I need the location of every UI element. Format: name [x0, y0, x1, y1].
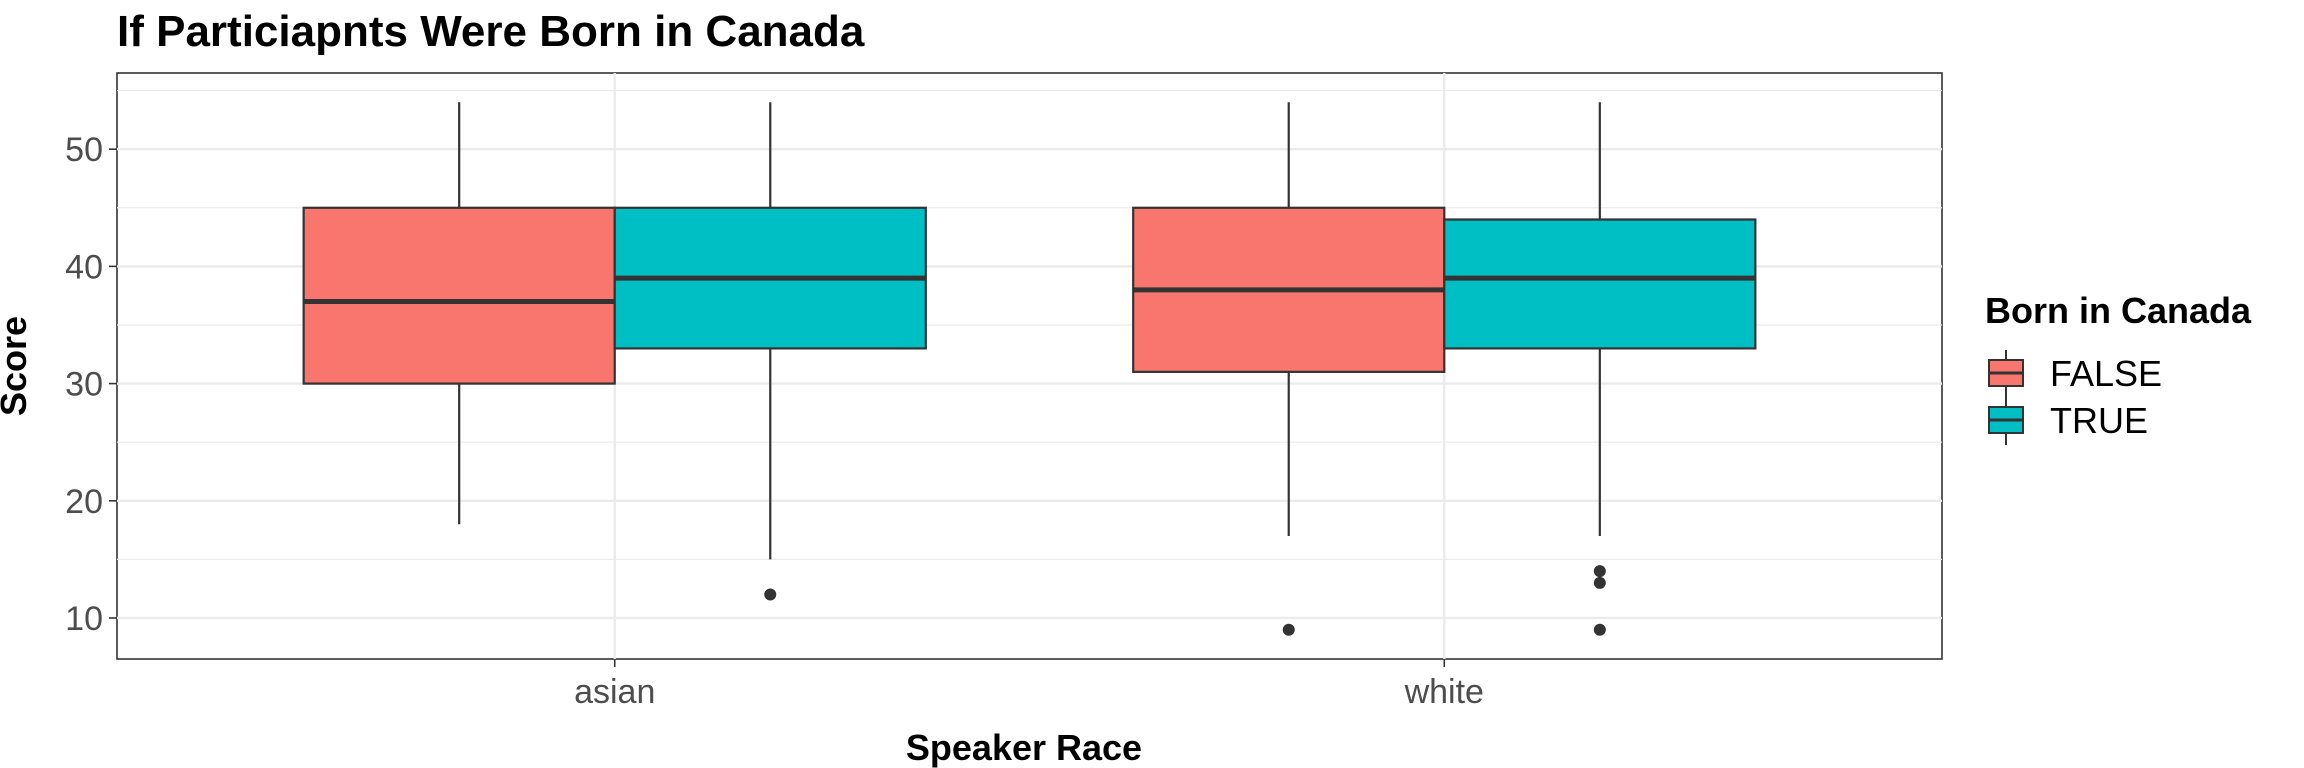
outlier-point — [1593, 623, 1606, 636]
y-axis-title: Score — [0, 316, 34, 416]
y-tick-label: 20 — [65, 483, 103, 521]
outlier-point — [1593, 576, 1606, 589]
y-tick-label: 30 — [65, 366, 103, 404]
y-axis: 10 20 30 40 50 — [65, 131, 117, 638]
outlier-point — [764, 588, 777, 601]
x-axis-title: Speaker Race — [906, 727, 1142, 768]
box-white-true — [1443, 102, 1757, 636]
box-asian-true — [613, 102, 927, 601]
box-white-false — [1132, 102, 1446, 636]
legend-label-true: TRUE — [2050, 400, 2148, 441]
x-tick-label: asian — [574, 673, 655, 711]
y-tick-label: 40 — [65, 248, 103, 286]
y-tick-label: 50 — [65, 131, 103, 169]
legend: Born in Canada FALSE TRUE — [1985, 290, 2252, 445]
outlier-point — [1593, 565, 1606, 578]
chart-title: If Particiapnts Were Born in Canada — [117, 7, 865, 56]
outlier-point — [1282, 623, 1295, 636]
y-tick-label: 10 — [65, 600, 103, 638]
legend-label-false: FALSE — [2050, 353, 2162, 394]
legend-title: Born in Canada — [1985, 290, 2252, 331]
boxes-layer — [302, 102, 1757, 636]
x-axis: asian white — [574, 659, 1484, 711]
iqr-box — [302, 206, 616, 385]
x-tick-label: white — [1404, 673, 1484, 711]
iqr-box — [1443, 218, 1757, 350]
